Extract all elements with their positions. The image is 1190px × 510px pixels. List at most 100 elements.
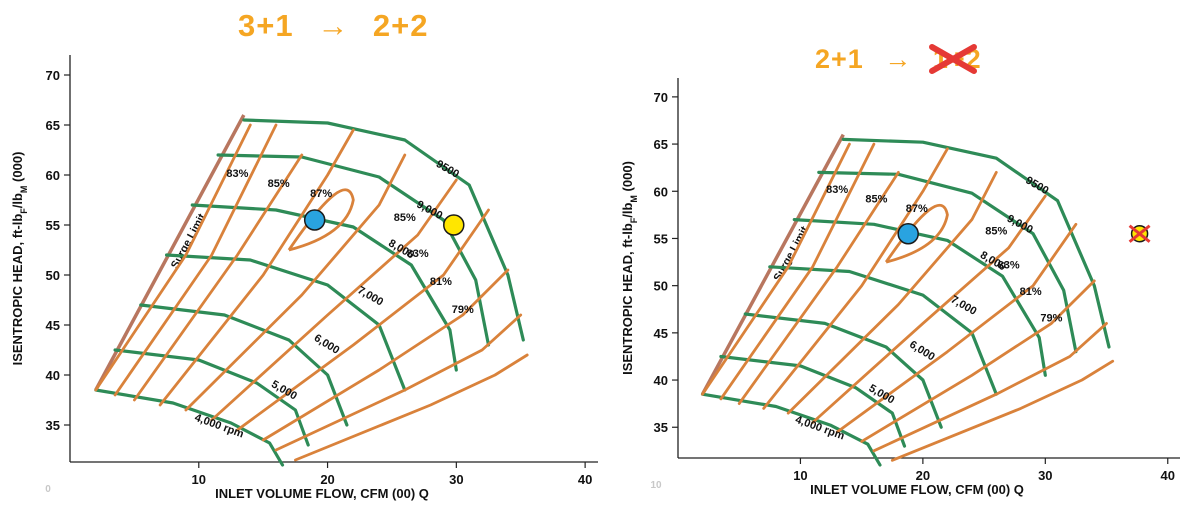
x-tick-label: 30 [449,472,463,487]
speed-label: 9500 [434,158,461,181]
efficiency-line [158,128,355,407]
efficiency-label: 83% [407,248,429,260]
cross-mark-icon [1128,224,1151,243]
efficiency-label: 81% [430,276,452,288]
y-tick-label: 40 [654,373,668,388]
x-tick-label: 40 [578,472,592,487]
speed-label: 6,000 [907,339,937,364]
efficiency-line [94,123,252,392]
x-tick-label: 20 [916,468,930,483]
y-tick-label: 40 [46,368,60,383]
speed-line [792,218,1047,377]
origin-label: 0 [45,484,51,495]
y-tick-label: 70 [654,90,668,105]
speed-line [242,118,525,342]
x-tick-label: 30 [1038,468,1052,483]
speed-line [113,348,310,447]
y-tick-label: 60 [46,168,60,183]
y-tick-label: 55 [46,218,60,233]
speed-line [165,253,407,392]
chart-title: 3+1 → 2+2 [238,8,428,44]
y-tick-label: 35 [46,418,60,433]
chart-panel-left: 3+1 → 2+2 35 40 45 50 55 60 65 70 10 20 30 40 0 INLET… [10,8,598,501]
speed-label: 5,000 [867,382,897,406]
title-arrow: → [884,44,913,74]
efficiency-line [890,359,1115,462]
compressor-map-left: 35 40 45 50 55 60 65 70 10 20 30 40 0 INLET VOLUME FL… [10,55,598,501]
y-axis-title: ISENTROPIC HEAD, ft-lbF/lbM (000) [10,152,29,366]
speed-label: 7,000 [355,284,385,308]
speed-label: 9500 [1023,174,1050,197]
title-to: 1+2 [928,44,982,74]
title-arrow: → [317,8,350,43]
efficiency-line [261,268,510,442]
title-cross-stroke [928,44,977,74]
x-tick-label: 20 [320,472,334,487]
y-tick-label: 45 [46,318,60,333]
speed-label: 7,000 [949,294,979,318]
efficiency-line [236,208,490,432]
speed-label: 6,000 [312,332,342,357]
y-tick-label: 35 [654,420,668,435]
efficiency-line [762,147,949,410]
efficiency-line [835,222,1078,434]
efficiency-label: 81% [1020,286,1042,298]
efficiency-line [786,171,998,415]
title-from: 3+1 [238,8,294,43]
y-tick-label: 50 [654,279,668,294]
efficiency-label: 85% [985,226,1007,238]
efficiency-line [133,153,304,402]
surge-limit-line [94,114,246,391]
efficiency-label: 79% [1040,313,1062,325]
x-tick-label: 10 [793,468,807,483]
efficiency-label: 85% [865,194,887,206]
x-tick-label: 40 [1161,468,1175,483]
surge-limit-line [700,133,845,396]
efficiency-line [737,171,900,405]
y-tick-label: 50 [46,268,60,283]
efficiency-label: 83% [998,260,1020,272]
title-to: 2+2 [372,8,429,43]
efficiency-label: 87% [906,203,928,215]
efficiency-line [872,322,1108,453]
y-tick-label: 65 [46,118,60,133]
efficiency-line [184,153,407,412]
x-axis-title: INLET VOLUME FLOW, CFM (00) Q [810,482,1024,497]
title-cross-icon [928,44,977,74]
speed-line [719,354,907,448]
speed-line [94,388,285,467]
y-tick-label: 65 [654,137,668,152]
efficiency-label: 83% [226,168,248,180]
speed-line [817,170,1078,354]
y-tick-label: 55 [654,231,668,246]
x-tick-label: 10 [192,472,206,487]
y-tick-label: 45 [654,326,668,341]
efficiency-label: 85% [394,212,416,224]
speed-label: 4,000 rpm [794,414,847,443]
efficiency-line [860,279,1096,443]
speed-label: 5,000 [269,378,299,402]
efficiency-label: 87% [310,188,332,200]
efficiency-label: 79% [452,304,474,316]
title-from: 2+1 [815,44,864,74]
efficiency-line [811,194,1047,424]
efficiency-line [210,178,458,422]
efficiency-line [719,142,876,401]
operating-point-current [303,209,326,231]
speed-line [700,392,882,467]
chart-panel-right: 2+1 → 1+2 35404550556065701020304010INLE… [610,0,1190,510]
y-tick-label: 60 [654,184,668,199]
y-tick-label: 70 [46,68,60,83]
speed-line [190,203,458,372]
operating-point-target [443,214,465,236]
speed-label: 4,000 rpm [193,412,246,441]
speed-line [768,265,998,396]
chart-title: 2+1 → 1+2 [815,44,982,75]
efficiency-label: 83% [826,184,848,196]
y-axis-title: ISENTROPIC HEAD, ft-lbF/lbM (000) [620,161,639,375]
efficiency-line [701,142,851,396]
efficiency-label: 85% [268,178,290,190]
speed-line [216,153,491,347]
efficiency-line [294,353,529,462]
